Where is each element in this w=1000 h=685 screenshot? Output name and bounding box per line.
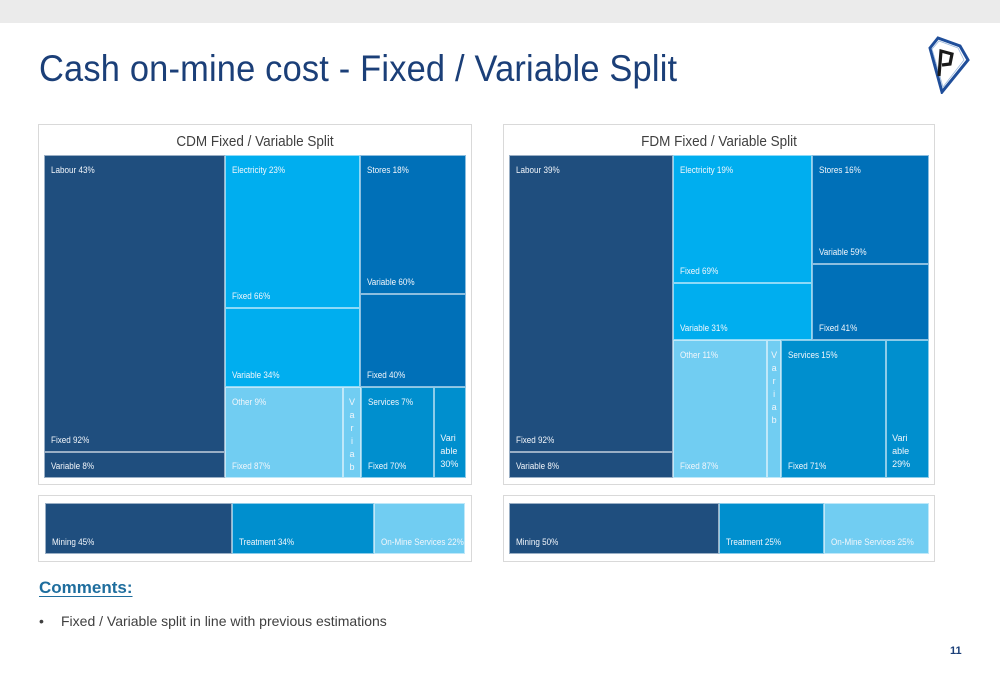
slide-title: Cash on-mine cost - Fixed / Variable Spl… bbox=[39, 48, 678, 89]
tile-label: On-Mine Services 22% bbox=[380, 537, 464, 547]
fdm-labour-variable: Variable 8% bbox=[509, 452, 673, 478]
cdm-other-fixed: Other 9% Fixed 87% bbox=[225, 387, 344, 478]
tile-label: Electricity 23% bbox=[232, 165, 286, 175]
cdm-area-mining: Mining 45% bbox=[45, 503, 233, 554]
fdm-other-fixed: Other 11% Fixed 87% bbox=[672, 340, 768, 478]
fdm-labour-fixed: Labour 39% Fixed 92% bbox=[509, 155, 673, 453]
cdm-stores-fixed: Fixed 40% bbox=[360, 294, 466, 388]
fdm-chart-title: FDM Fixed / Variable Split bbox=[641, 133, 797, 150]
tile-label: Services 15% bbox=[788, 350, 838, 361]
tile-label: Vari able 30% bbox=[440, 432, 459, 469]
comment-text: Fixed / Variable split in line with prev… bbox=[61, 613, 387, 629]
comment-item: • Fixed / Variable split in line with pre… bbox=[39, 613, 387, 629]
tile-label: On-Mine Services 25% bbox=[831, 537, 914, 547]
page-number: 11 bbox=[950, 645, 962, 657]
cdm-area-on-mine-services: On-Mine Services 22% bbox=[373, 503, 465, 554]
fdm-stores-variable: Stores 16% Variable 59% bbox=[811, 155, 929, 265]
bullet-icon: • bbox=[39, 613, 44, 629]
cdm-chart-title: CDM Fixed / Variable Split bbox=[176, 133, 334, 150]
cdm-services-variable: Vari able 30% bbox=[434, 387, 466, 478]
cdm-electricity-fixed: Electricity 23% Fixed 66% bbox=[225, 155, 361, 309]
top-bar bbox=[0, 0, 1000, 23]
fdm-area-treatment: Treatment 25% bbox=[719, 503, 824, 554]
fdm-electricity-fixed: Electricity 19% Fixed 69% bbox=[672, 155, 812, 283]
cdm-electricity-variable: Variable 34% bbox=[225, 308, 361, 388]
tile-label: Variable 8% bbox=[516, 460, 560, 471]
fdm-electricity-variable: Variable 31% bbox=[672, 282, 812, 341]
cdm-labour-variable: Variable 8% bbox=[44, 452, 226, 478]
tile-label: Labour 43% bbox=[51, 165, 95, 175]
fdm-services-variable: Vari able 29% bbox=[886, 340, 929, 478]
cdm-labour-fixed: Labour 43% Fixed 92% bbox=[44, 155, 226, 453]
fdm-stores-fixed: Fixed 41% bbox=[811, 264, 929, 341]
comments-heading: Comments: bbox=[39, 578, 133, 597]
tile-label: Fixed 41% bbox=[818, 323, 858, 334]
tile-label: Variable 34% bbox=[232, 370, 281, 381]
tile-label: Mining 45% bbox=[52, 537, 95, 547]
fdm-area-mining: Mining 50% bbox=[509, 503, 719, 554]
tile-label: Variable 8% bbox=[51, 460, 95, 471]
tile-label: Other 9% bbox=[232, 397, 267, 408]
cdm-area-treatment: Treatment 34% bbox=[232, 503, 374, 554]
fdm-services-fixed: Services 15% Fixed 71% bbox=[781, 340, 887, 478]
tile-label: Fixed 40% bbox=[367, 370, 406, 381]
tile-label: Treatment 25% bbox=[726, 537, 782, 547]
tile-label: Vari able 29% bbox=[892, 432, 911, 469]
tile-label: Electricity 19% bbox=[679, 165, 733, 175]
cdm-stores-variable: Stores 18% Variable 60% bbox=[360, 155, 466, 295]
diamond-p-logo-icon bbox=[928, 36, 970, 94]
tile-label: Stores 18% bbox=[367, 165, 410, 175]
tile-label: Variable 31% bbox=[679, 323, 728, 334]
cdm-services-fixed: Services 7% Fixed 70% bbox=[360, 387, 435, 478]
tile-label: Labour 39% bbox=[516, 165, 560, 175]
tile-label: Other 11% bbox=[679, 350, 718, 361]
tile-label: Stores 16% bbox=[818, 165, 861, 175]
tile-label: Services 7% bbox=[367, 397, 413, 408]
tile-label: Mining 50% bbox=[516, 537, 559, 547]
fdm-area-on-mine-services: On-Mine Services 25% bbox=[824, 503, 929, 554]
tile-label: Treatment 34% bbox=[239, 537, 295, 547]
